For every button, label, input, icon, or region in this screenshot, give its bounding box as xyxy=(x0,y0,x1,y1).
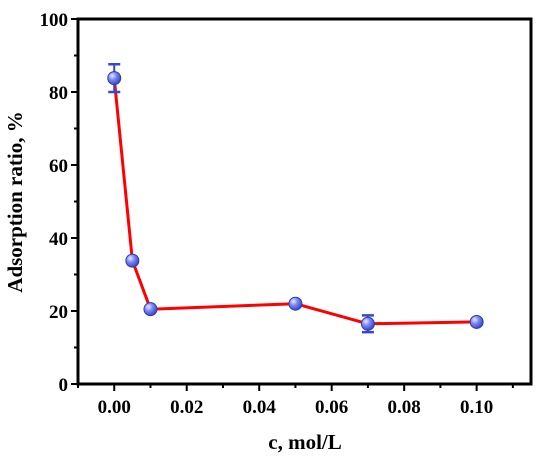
x-axis-title: c, mol/L xyxy=(268,430,342,454)
data-point xyxy=(469,314,484,329)
data-point xyxy=(288,296,303,311)
x-tick-label: 0.06 xyxy=(315,397,348,418)
x-tick-label: 0.04 xyxy=(243,397,277,418)
y-tick-label: 80 xyxy=(49,83,68,104)
x-tick-label: 0.08 xyxy=(388,397,421,418)
y-tick-label: 60 xyxy=(49,156,68,177)
y-tick-label: 0 xyxy=(59,375,69,396)
y-tick-label: 20 xyxy=(49,302,68,323)
series-line xyxy=(112,77,477,326)
x-tick-label: 0.10 xyxy=(460,397,493,418)
x-axis-ticks: 0.00 0.02 0.04 0.06 0.08 0.10 xyxy=(77,384,514,418)
series-layer xyxy=(107,63,484,334)
data-point xyxy=(125,253,140,268)
plot-frame xyxy=(76,17,533,386)
data-point xyxy=(143,302,158,317)
y-tick-label: 100 xyxy=(40,10,69,31)
y-tick-label: 40 xyxy=(49,229,68,250)
x-tick-label: 0.02 xyxy=(170,397,203,418)
data-point xyxy=(360,316,375,331)
y-axis-ticks: 0 20 40 60 80 100 xyxy=(40,10,78,396)
x-tick-label: 0.00 xyxy=(98,397,131,418)
y-axis-title: Adsorption ratio, % xyxy=(3,111,27,292)
data-point xyxy=(107,71,122,86)
